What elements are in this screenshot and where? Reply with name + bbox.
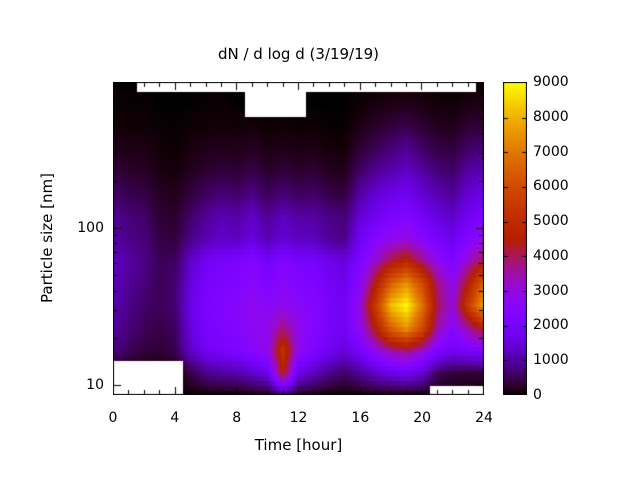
colorbar-tick-label-2000: 2000 [533, 317, 569, 334]
x-tick-label-0: 0 [108, 410, 118, 426]
chart-title: dN / d log d (3/19/19) [217, 45, 380, 63]
heatmap-plot [113, 82, 484, 395]
colorbar [503, 82, 527, 395]
x-tick-label-12: 12 [289, 410, 308, 426]
colorbar-tick-label-4000: 4000 [533, 247, 569, 264]
x-tick-label-8: 8 [232, 410, 242, 426]
y-axis-label: Particle size [nm] [38, 173, 56, 303]
colorbar-tick-label-5000: 5000 [533, 213, 569, 230]
x-tick-label-4: 4 [170, 410, 180, 426]
colorbar-tick-label-3000: 3000 [533, 282, 569, 299]
colorbar-tick-label-0: 0 [533, 387, 542, 403]
colorbar-tick-label-8000: 8000 [533, 108, 569, 125]
y-tick-label-10: 10 [86, 377, 104, 394]
colorbar-tick-label-1000: 1000 [533, 352, 569, 369]
x-tick-label-16: 16 [351, 410, 370, 426]
x-axis-label: Time [hour] [254, 436, 343, 454]
colorbar-tick-label-7000: 7000 [533, 143, 569, 160]
x-tick-label-20: 20 [413, 410, 432, 426]
y-tick-label-100: 100 [77, 220, 104, 237]
colorbar-tick-label-9000: 9000 [533, 74, 569, 90]
colorbar-tick-label-6000: 6000 [533, 178, 569, 195]
x-tick-label-24: 24 [475, 410, 493, 426]
